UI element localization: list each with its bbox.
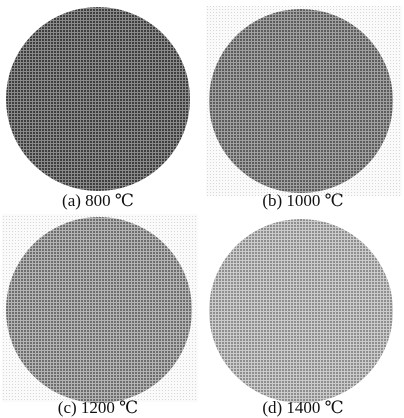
caption: (a) 800 ℃	[62, 191, 134, 210]
panel-b: (b) 1000 ℃	[206, 6, 402, 210]
panel-a: (a) 800 ℃	[6, 7, 190, 210]
figure: (a) 800 ℃ (b) 1000 ℃ (c) 1200 ℃ (d) 1400…	[0, 0, 404, 418]
panel-d: (d) 1400 ℃	[209, 219, 393, 417]
caption: (b) 1000 ℃	[262, 191, 343, 210]
caption: (c) 1200 ℃	[58, 398, 138, 417]
sample-disc	[6, 217, 192, 403]
sample-disc	[209, 9, 393, 193]
panel-c: (c) 1200 ℃	[2, 214, 198, 417]
caption: (d) 1400 ℃	[262, 398, 343, 417]
sample-disc	[209, 219, 393, 403]
sample-disc	[6, 7, 190, 191]
